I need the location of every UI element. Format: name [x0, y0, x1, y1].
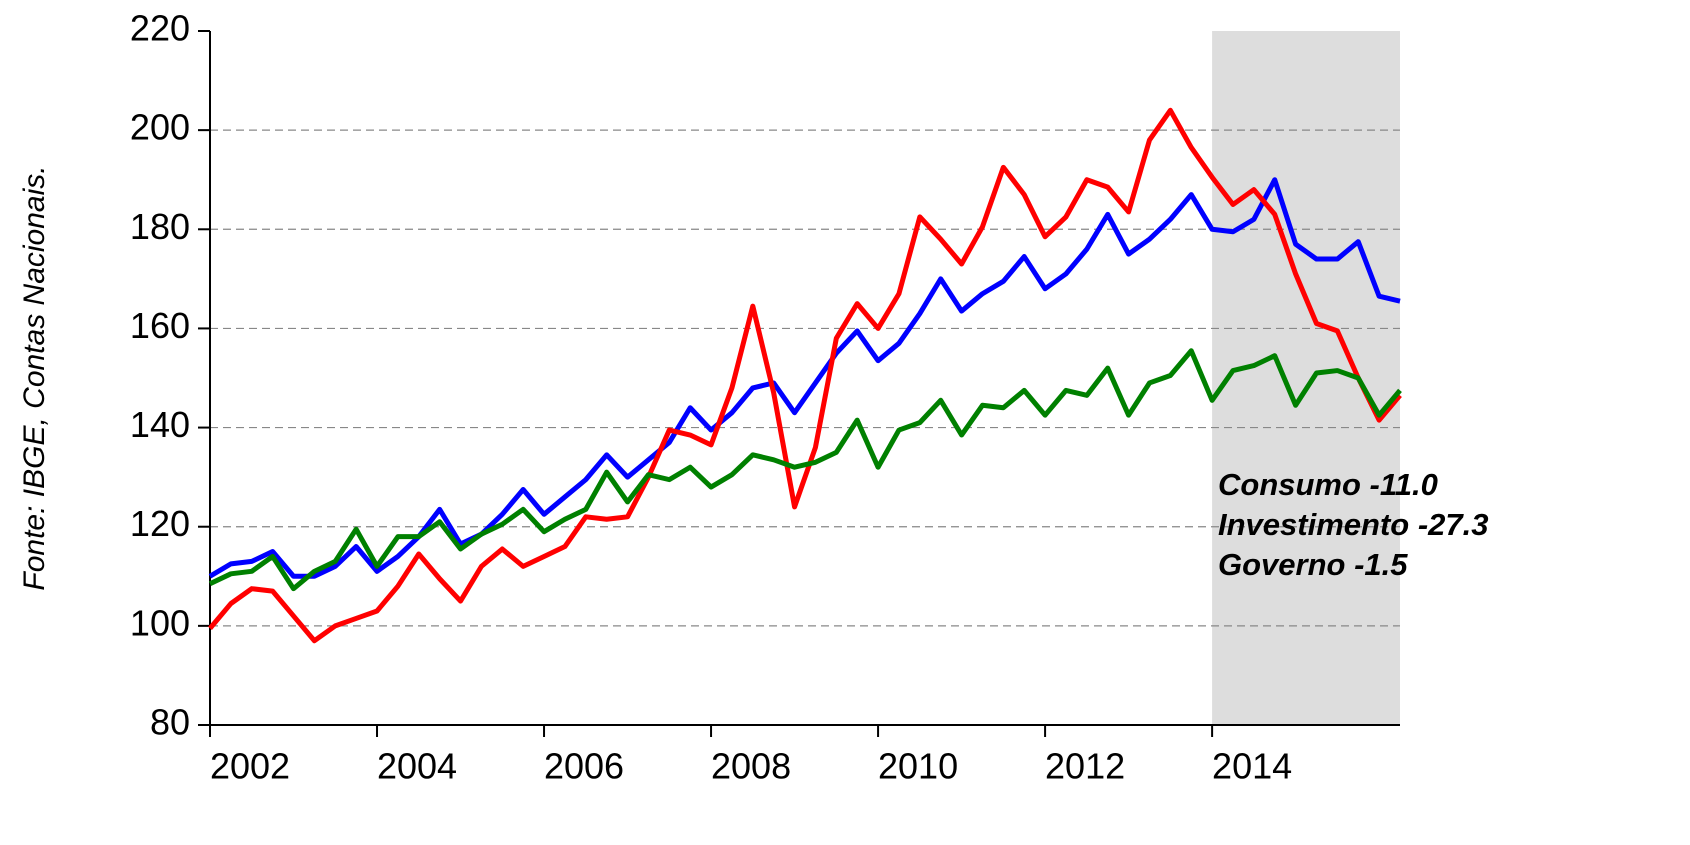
y-tick-label: 120 — [130, 503, 190, 544]
y-axis-label: Fonte: IBGE, Contas Nacionais. — [18, 165, 51, 590]
annotation: Governo -1.5 — [1218, 547, 1408, 582]
x-tick-label: 2002 — [210, 746, 290, 787]
series-line — [208, 348, 1402, 592]
y-tick-label: 200 — [130, 107, 190, 148]
x-tick-label: 2014 — [1212, 746, 1292, 787]
x-tick-label: 2006 — [544, 746, 624, 787]
y-tick-label: 100 — [130, 602, 190, 643]
y-tick-label: 220 — [130, 8, 190, 49]
annotation: Consumo -11.0 — [1218, 467, 1438, 502]
y-tick-label: 160 — [130, 305, 190, 346]
series-line — [208, 177, 1401, 579]
y-tick-label: 80 — [150, 702, 190, 743]
x-tick-label: 2004 — [377, 746, 457, 787]
annotation: Investimento -27.3 — [1218, 507, 1488, 542]
x-tick-label: 2010 — [878, 746, 958, 787]
x-tick-label: 2012 — [1045, 746, 1125, 787]
y-tick-label: 140 — [130, 404, 190, 445]
x-tick-label: 2008 — [711, 746, 791, 787]
y-tick-label: 180 — [130, 206, 190, 247]
series-line — [208, 107, 1402, 644]
shaded-region — [1212, 31, 1400, 725]
